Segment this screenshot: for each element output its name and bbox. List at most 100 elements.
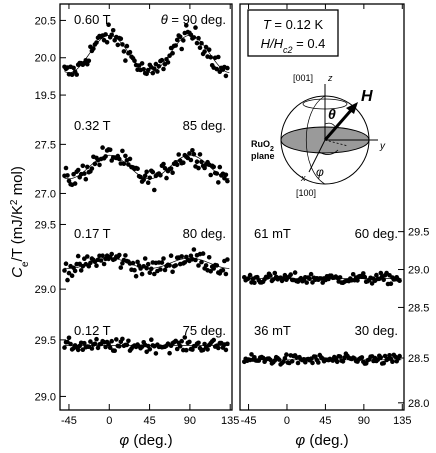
data-point <box>132 58 137 63</box>
data-point <box>159 57 165 63</box>
data-point <box>181 160 186 165</box>
y-tick-label: 20.5 <box>35 15 56 27</box>
data-point <box>82 171 87 176</box>
data-point <box>74 72 79 77</box>
data-point <box>69 72 75 77</box>
data-point <box>123 153 128 159</box>
data-point <box>200 251 206 256</box>
data-point <box>69 273 75 279</box>
data-point <box>72 181 78 186</box>
ylabel-rest: /T (mJ/K <box>9 205 26 261</box>
data-point <box>103 154 108 159</box>
data-point <box>123 58 128 63</box>
panel-angle-label: 75 deg. <box>183 323 226 338</box>
meridian <box>306 95 326 185</box>
data-point <box>142 173 148 178</box>
data-point <box>206 254 212 260</box>
data-point <box>382 353 388 359</box>
x-tick-label: 135 <box>221 415 239 427</box>
data-point <box>337 275 343 280</box>
y-axis-label: Ce/T (mJ/K2 mol) <box>9 166 31 278</box>
data-point <box>114 337 119 342</box>
data-point <box>295 360 301 366</box>
data-point <box>203 44 209 50</box>
data-point <box>316 360 321 365</box>
data-point <box>89 346 95 351</box>
data-point <box>197 45 203 50</box>
data-point <box>337 354 343 359</box>
data-point <box>196 340 201 346</box>
data-point <box>117 252 122 258</box>
data-point <box>118 36 124 41</box>
data-point <box>397 278 402 284</box>
data-point <box>164 175 169 181</box>
data-point <box>197 152 203 157</box>
data-point <box>177 34 183 40</box>
data-point <box>71 65 76 71</box>
data-point <box>211 337 216 343</box>
data-point <box>101 261 107 267</box>
data-point <box>155 69 160 74</box>
data-point <box>307 276 312 282</box>
data-point <box>222 176 227 181</box>
x-axis-label-right: φ (deg.) <box>295 432 348 449</box>
data-point <box>118 265 124 270</box>
data-point <box>150 70 156 76</box>
data-point <box>158 267 163 272</box>
data-point <box>94 263 99 269</box>
panel-angle-label: 30 deg. <box>355 323 398 338</box>
data-point <box>159 260 165 265</box>
data-point <box>196 165 201 171</box>
data-point <box>75 347 81 353</box>
data-point <box>361 271 366 276</box>
ylabel-main: C <box>9 267 26 278</box>
data-point <box>91 46 96 51</box>
data-point <box>65 277 70 283</box>
data-point <box>86 58 92 64</box>
data-point <box>144 349 149 355</box>
data-point <box>188 32 194 38</box>
plane-label-line-2: plane <box>251 151 275 161</box>
data-point <box>161 256 166 261</box>
data-point <box>100 253 105 258</box>
data-point <box>126 162 131 167</box>
inset-H-value: = 0.4 <box>293 36 326 51</box>
sphere-label-001: [001] <box>293 73 313 83</box>
data-point <box>72 268 78 274</box>
data-point <box>170 269 175 275</box>
data-point <box>152 271 157 277</box>
data-point <box>225 341 230 347</box>
data-point <box>225 178 230 184</box>
data-point <box>174 346 180 352</box>
data-point <box>126 338 131 344</box>
data-point <box>85 254 90 259</box>
data-point <box>288 272 294 277</box>
data-point <box>397 353 402 359</box>
data-point <box>362 274 368 280</box>
data-point <box>359 355 365 360</box>
phi-arc <box>318 149 339 155</box>
panel-field-label: 0.17 T <box>74 226 111 241</box>
y-tick-label: 29.5 <box>35 219 56 231</box>
data-point <box>147 347 153 352</box>
data-point <box>85 164 90 170</box>
data-point <box>179 46 184 52</box>
data-point <box>208 269 213 274</box>
panel-field-label: 0.60 T <box>74 12 111 27</box>
data-point <box>168 253 174 258</box>
data-point <box>97 162 102 168</box>
plane-label-sub: 2 <box>270 146 274 153</box>
data-point <box>107 147 113 153</box>
data-point <box>194 40 200 46</box>
data-point <box>217 164 223 170</box>
data-point <box>190 148 195 153</box>
data-point <box>390 359 395 365</box>
data-point <box>124 43 130 49</box>
data-point <box>68 341 73 347</box>
data-point <box>276 357 282 362</box>
data-point <box>75 167 81 173</box>
data-point <box>112 348 117 354</box>
x-tick-label: 45 <box>143 415 155 427</box>
y-tick-label: 19.5 <box>35 90 56 102</box>
y-tick-label: 29.5 <box>35 335 56 347</box>
